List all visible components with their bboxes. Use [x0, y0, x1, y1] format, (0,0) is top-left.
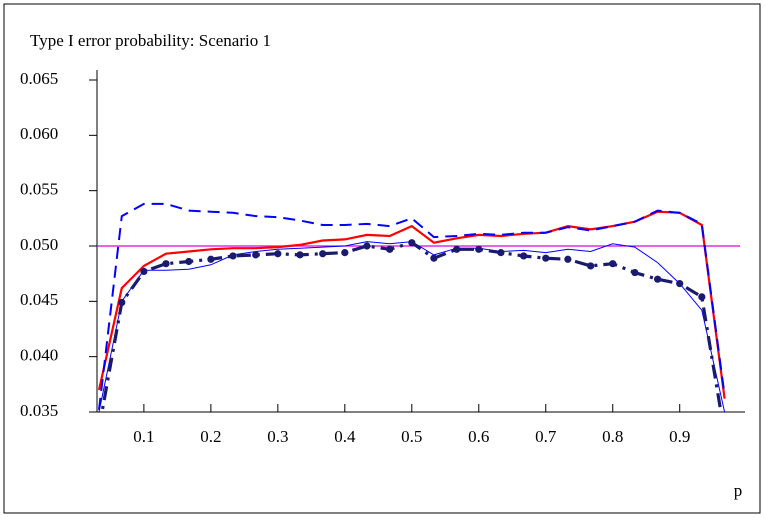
y-tick-label: 0.045 — [20, 290, 58, 309]
point-marker — [542, 254, 550, 262]
point-marker — [475, 245, 483, 253]
point-marker — [185, 257, 193, 266]
point-marker — [698, 293, 706, 301]
point-marker — [296, 251, 304, 259]
point-marker — [252, 251, 260, 259]
x-tick-label: 0.5 — [401, 427, 422, 446]
y-tick-label: 0.035 — [20, 401, 58, 420]
y-tick-label: 0.055 — [20, 180, 58, 199]
point-marker — [140, 267, 148, 276]
point-marker — [118, 298, 126, 307]
point-marker — [207, 255, 215, 263]
y-tick-label: 0.050 — [20, 235, 58, 254]
point-marker — [319, 250, 327, 258]
point-marker — [453, 245, 461, 253]
frame — [3, 3, 761, 514]
point-marker — [386, 245, 394, 253]
x-tick-label: 0.8 — [602, 427, 623, 446]
point-marker — [497, 249, 505, 257]
x-tick-label: 0.3 — [267, 427, 288, 446]
x-tick-label: 0.4 — [334, 427, 356, 446]
series-line — [98, 202, 726, 410]
point-marker — [162, 260, 170, 268]
x-tick-label: 0.1 — [133, 427, 154, 446]
x-axis-label: p — [734, 481, 743, 500]
point-marker — [229, 252, 237, 260]
point-marker — [430, 254, 438, 262]
point-marker — [654, 275, 662, 283]
point-marker — [520, 252, 528, 260]
point-marker — [564, 255, 572, 263]
point-marker — [274, 250, 282, 258]
x-tick-label: 0.2 — [200, 427, 221, 446]
point-marker — [587, 262, 595, 270]
x-tick-label: 0.9 — [669, 427, 690, 446]
x-tick-label: 0.7 — [535, 427, 557, 446]
point-marker — [363, 242, 371, 250]
point-marker — [341, 249, 349, 257]
point-marker — [408, 239, 416, 247]
y-tick-label: 0.040 — [20, 346, 58, 365]
point-marker — [631, 268, 639, 277]
point-marker — [609, 260, 617, 268]
y-tick-label: 0.065 — [20, 69, 58, 88]
point-marker — [676, 280, 684, 288]
plot-area — [97, 202, 740, 412]
y-tick-label: 0.060 — [20, 124, 58, 143]
x-tick-label: 0.6 — [468, 427, 489, 446]
chart-title: Type I error probability: Scenario 1 — [30, 31, 271, 50]
